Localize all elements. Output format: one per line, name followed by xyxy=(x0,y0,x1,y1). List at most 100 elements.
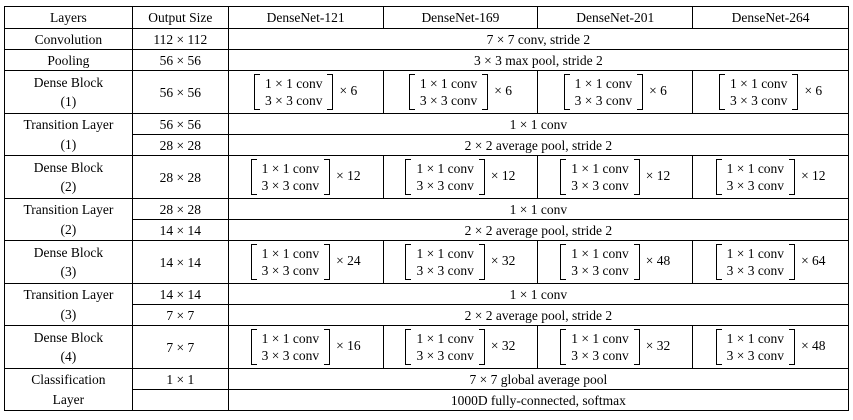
conv-line-2: 3 × 3 conv xyxy=(729,93,788,108)
conv-line-1: 1 × 1 conv xyxy=(571,246,629,261)
conv-line-1: 1 × 1 conv xyxy=(726,246,785,261)
conv-bracket: 1 × 1 conv 3 × 3 conv xyxy=(405,329,485,365)
conv-line-1: 1 × 1 conv xyxy=(416,161,474,176)
output-size: 1 × 1 xyxy=(131,368,229,390)
left-bracket xyxy=(718,74,725,110)
right-bracket xyxy=(789,244,796,280)
conv-bracket: 1 × 1 conv 3 × 3 conv xyxy=(254,74,334,110)
conv-line-2: 3 × 3 conv xyxy=(416,178,474,193)
right-bracket xyxy=(478,159,485,195)
left-bracket xyxy=(405,329,412,365)
table-row-dense-block-4: Dense Block (4) 7 × 7 1 × 1 conv 3 × 3 co… xyxy=(4,325,849,369)
layer-spec: 1 × 1 conv xyxy=(227,198,850,220)
table-row-convolution: Convolution 112 × 112 7 × 7 conv, stride… xyxy=(4,28,850,50)
header-densenet-201: DenseNet-201 xyxy=(537,6,694,29)
right-bracket xyxy=(789,159,796,195)
conv-bracket: 1 × 1 conv 3 × 3 conv xyxy=(560,329,640,365)
dense-config-264: 1 × 1 conv 3 × 3 conv × 64 xyxy=(692,240,849,284)
dense-config-201: 1 × 1 conv 3 × 3 conv × 12 xyxy=(537,155,694,199)
dense-config-121: 1 × 1 conv 3 × 3 conv × 16 xyxy=(227,325,384,369)
layer-name-line2: (4) xyxy=(60,349,77,364)
table-row-transition-1b: (1) 28 × 28 2 × 2 average pool, stride 2 xyxy=(4,134,850,156)
right-bracket xyxy=(478,329,485,365)
conv-line-1: 1 × 1 conv xyxy=(571,161,629,176)
conv-bracket: 1 × 1 conv 3 × 3 conv xyxy=(250,159,331,195)
conv-bracket: 1 × 1 conv 3 × 3 conv xyxy=(718,74,799,110)
conv-line-2: 3 × 3 conv xyxy=(419,93,478,108)
layer-name-line2: Layer xyxy=(4,389,133,411)
layer-name-line2: (1) xyxy=(60,94,77,109)
layer-spec: 1 × 1 conv xyxy=(227,283,850,305)
table-row-classification-b: Layer 1000D fully-connected, softmax xyxy=(4,389,850,411)
conv-line-1: 1 × 1 conv xyxy=(726,331,785,346)
conv-bracket: 1 × 1 conv 3 × 3 conv xyxy=(250,329,331,365)
conv-line-1: 1 × 1 conv xyxy=(416,331,474,346)
repeat-count: × 64 xyxy=(801,253,826,269)
left-bracket xyxy=(250,329,257,365)
right-bracket xyxy=(478,244,485,280)
output-size: 112 × 112 xyxy=(131,28,229,50)
layer-name-line1: Dense Block xyxy=(33,160,104,175)
table-row-dense-block-3: Dense Block (3) 14 × 14 1 × 1 conv 3 × 3 … xyxy=(4,240,849,284)
dense-config-169: 1 × 1 conv 3 × 3 conv × 32 xyxy=(382,325,539,369)
repeat-count: × 48 xyxy=(645,253,671,269)
output-size xyxy=(131,389,229,411)
layer-name-line2: (2) xyxy=(4,219,133,241)
left-bracket xyxy=(560,159,567,195)
layer-spec: 7 × 7 conv, stride 2 xyxy=(227,28,850,50)
dense-config-264: 1 × 1 conv 3 × 3 conv × 48 xyxy=(692,325,849,369)
layer-spec: 1 × 1 conv xyxy=(227,113,850,135)
conv-line-2: 3 × 3 conv xyxy=(571,178,629,193)
conv-line-2: 3 × 3 conv xyxy=(416,348,474,363)
output-size: 56 × 56 xyxy=(131,70,229,114)
repeat-count: × 12 xyxy=(801,168,826,184)
repeat-count: × 16 xyxy=(336,338,361,354)
header-densenet-121: DenseNet-121 xyxy=(227,6,384,29)
dense-config-169: 1 × 1 conv 3 × 3 conv × 6 xyxy=(382,70,539,114)
layer-spec: 7 × 7 global average pool xyxy=(227,368,850,390)
left-bracket xyxy=(715,244,722,280)
table-row-pooling: Pooling 56 × 56 3 × 3 max pool, stride 2 xyxy=(4,49,850,71)
conv-bracket: 1 × 1 conv 3 × 3 conv xyxy=(563,74,644,110)
layer-name-line2: (2) xyxy=(60,179,77,194)
conv-bracket: 1 × 1 conv 3 × 3 conv xyxy=(408,74,489,110)
header-densenet-264: DenseNet-264 xyxy=(692,6,849,29)
output-size: 14 × 14 xyxy=(131,240,229,284)
layer-name-line2: (3) xyxy=(60,264,77,279)
conv-line-2: 3 × 3 conv xyxy=(571,348,629,363)
dense-config-121: 1 × 1 conv 3 × 3 conv × 12 xyxy=(227,155,384,199)
layer-spec: 2 × 2 average pool, stride 2 xyxy=(227,134,850,156)
conv-line-1: 1 × 1 conv xyxy=(261,246,320,261)
conv-line-2: 3 × 3 conv xyxy=(726,348,785,363)
conv-line-1: 1 × 1 conv xyxy=(416,246,474,261)
left-bracket xyxy=(563,74,570,110)
repeat-count: × 32 xyxy=(645,338,671,354)
conv-bracket: 1 × 1 conv 3 × 3 conv xyxy=(715,159,796,195)
conv-bracket: 1 × 1 conv 3 × 3 conv xyxy=(250,244,331,280)
layer-spec: 1000D fully-connected, softmax xyxy=(227,389,850,411)
densenet-architecture-table: Layers Output Size DenseNet-121 DenseNet… xyxy=(4,6,850,411)
conv-bracket: 1 × 1 conv 3 × 3 conv xyxy=(560,244,640,280)
table-row-transition-1a: Transition Layer 56 × 56 1 × 1 conv xyxy=(4,113,850,135)
left-bracket xyxy=(250,244,257,280)
output-size: 28 × 28 xyxy=(131,198,229,220)
left-bracket xyxy=(408,74,415,110)
dense-config-169: 1 × 1 conv 3 × 3 conv × 12 xyxy=(382,155,539,199)
layer-spec: 2 × 2 average pool, stride 2 xyxy=(227,304,850,326)
conv-line-1: 1 × 1 conv xyxy=(265,76,323,91)
output-size: 56 × 56 xyxy=(131,49,229,71)
conv-line-2: 3 × 3 conv xyxy=(265,93,323,108)
left-bracket xyxy=(250,159,257,195)
dense-config-169: 1 × 1 conv 3 × 3 conv × 32 xyxy=(382,240,539,284)
left-bracket xyxy=(560,244,567,280)
conv-line-1: 1 × 1 conv xyxy=(726,161,785,176)
left-bracket xyxy=(560,329,567,365)
layer-spec: 2 × 2 average pool, stride 2 xyxy=(227,219,850,241)
conv-bracket: 1 × 1 conv 3 × 3 conv xyxy=(715,329,796,365)
header-row: Layers Output Size DenseNet-121 DenseNet… xyxy=(4,6,849,29)
dense-config-201: 1 × 1 conv 3 × 3 conv × 6 xyxy=(537,70,694,114)
conv-line-1: 1 × 1 conv xyxy=(729,76,788,91)
header-layers: Layers xyxy=(4,6,133,29)
right-bracket xyxy=(324,244,331,280)
layer-name-line1: Transition Layer xyxy=(4,113,133,135)
